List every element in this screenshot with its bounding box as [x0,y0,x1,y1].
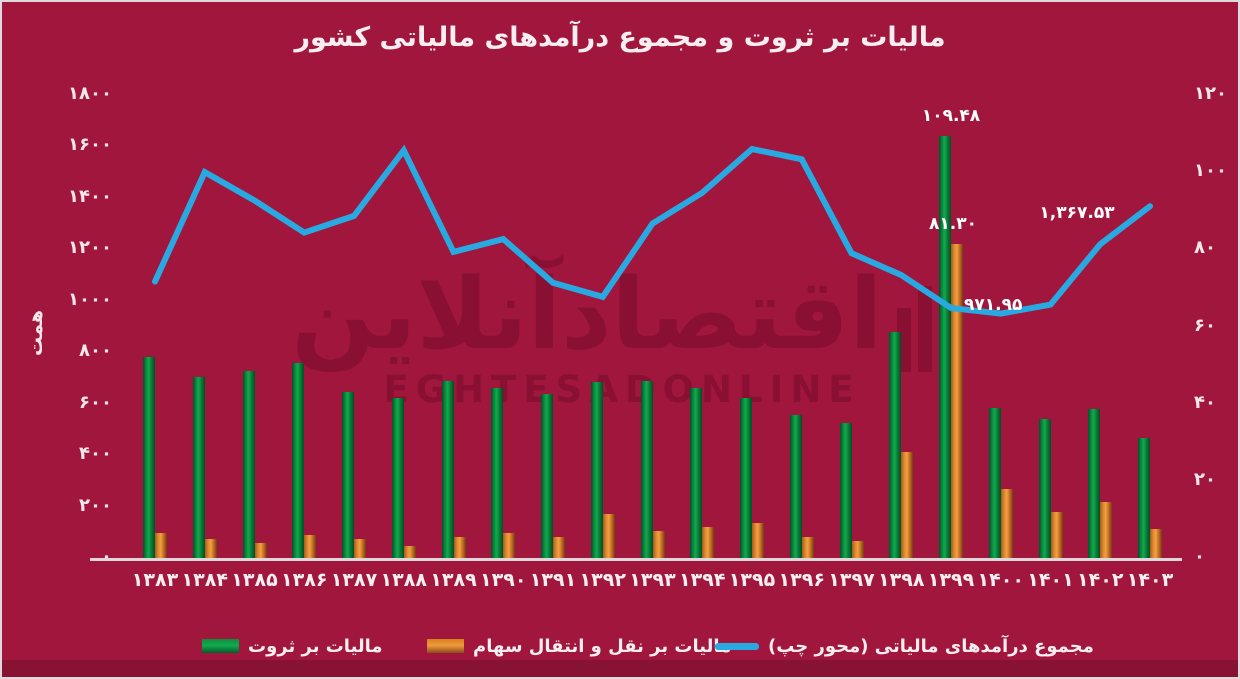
legend-item-stock-transfer-tax: مالیات بر نقل و انتقال سهام [427,635,732,657]
x-label-1391: ۱۳۹۱ [529,569,577,591]
right-tick-80: ۸۰ [1194,237,1216,259]
bar-stock-transfer-tax-1395 [752,523,764,558]
bar-stock-transfer-tax-1397 [851,540,864,558]
bar-stock-transfer-tax-1383 [155,532,167,558]
bar-stock-transfer-tax-1398 [901,451,914,558]
bar-wealth-tax-1399 [939,135,951,558]
bar-stock-transfer-tax-1402 [1100,502,1113,558]
bar-stock-transfer-tax-1386 [304,534,317,558]
bar-stock-transfer-tax-1400 [1000,488,1013,558]
x-label-1400: ۱۴۰۰ [977,569,1024,591]
bar-wealth-tax-1403 [1138,438,1150,558]
left-tick-600: ۶۰۰ [79,391,112,413]
bar-wealth-tax-1388 [391,397,404,558]
bar-wealth-tax-1397 [839,422,852,558]
legend-label-total-tax-revenues: مجموع درآمدهای مالیاتی (محور چپ) [768,635,1094,657]
left-tick-1600: ۱۶۰۰ [68,134,112,156]
left-tick-0: ۰ [101,546,112,567]
x-label-1390: ۱۳۹۰ [480,569,527,591]
x-label-1384: ۱۳۸۴ [181,569,228,591]
left-tick-1800: ۱۸۰۰ [68,83,112,104]
bar-wealth-tax-1393 [640,380,653,558]
right-tick-120: ۱۲۰ [1194,83,1227,104]
x-label-1385: ۱۳۸۵ [231,569,278,591]
bar-stock-transfer-tax-1385 [254,542,267,558]
bar-stock-transfer-tax-1394 [702,527,715,558]
chart-title: مالیات بر ثروت و مجموع درآمدهای مالیاتی … [294,22,946,53]
bar-wealth-tax-1396 [789,415,802,558]
x-label-1396: ۱۳۹۶ [778,569,825,591]
bar-stock-transfer-tax-1396 [801,536,814,558]
data-label-total-tax-revenues-1403: ۱,۳۶۷.۵۳ [1039,203,1115,224]
bar-stock-transfer-tax-1403 [1150,529,1162,558]
x-label-1386: ۱۳۸۶ [281,569,328,591]
bar-stock-transfer-tax-1401 [1050,511,1063,558]
legend-swatch-stock-transfer-tax [427,639,464,653]
x-label-1387: ۱۳۸۷ [330,569,378,591]
revenue-polyline [152,144,1153,317]
legend-item-total-tax-revenues: مجموع درآمدهای مالیاتی (محور چپ) [715,635,1094,657]
right-tick-0: ۰ [1194,546,1205,567]
bar-wealth-tax-1395 [740,397,752,558]
bar-stock-transfer-tax-1393 [652,530,665,558]
bar-wealth-tax-1401 [1038,419,1051,558]
x-label-1403: ۱۴۰۳ [1126,569,1174,591]
bar-wealth-tax-1385 [242,370,255,558]
data-label-total-tax-revenues-1399: ۹۷۱.۹۵ [964,294,1023,315]
bar-stock-transfer-tax-1390 [503,532,516,558]
x-label-1389: ۱۳۸۹ [430,569,477,591]
bar-wealth-tax-1394 [690,388,703,558]
x-label-1383: ۱۳۸۳ [131,569,179,591]
bar-wealth-tax-1391 [541,394,553,558]
bar-wealth-tax-1389 [441,380,454,558]
bar-stock-transfer-tax-1387 [354,538,366,558]
bar-wealth-tax-1386 [292,363,305,558]
right-tick-40: ۴۰ [1194,391,1216,413]
left-tick-1400: ۱۴۰۰ [68,185,112,207]
legend-item-wealth-tax: مالیات بر ثروت [202,635,383,657]
bar-stock-transfer-tax-1399 [951,244,963,558]
x-label-1399: ۱۳۹۹ [927,569,975,591]
legend-label-wealth-tax: مالیات بر ثروت [248,635,383,657]
x-label-1398: ۱۳۹۸ [878,569,925,591]
legend-label-stock-transfer-tax: مالیات بر نقل و انتقال سهام [473,635,732,657]
footer-strip [2,660,1238,677]
bar-wealth-tax-1390 [491,388,504,558]
bar-wealth-tax-1387 [342,392,354,558]
data-label-stock-transfer-tax-1399: ۸۱.۳۰ [929,214,977,235]
bar-wealth-tax-1398 [889,332,902,558]
left-tick-1200: ۱۲۰۰ [68,237,112,259]
x-label-1394: ۱۳۹۴ [679,569,726,591]
left-tick-200: ۲۰۰ [79,494,112,516]
x-label-1397: ۱۳۹۷ [828,569,875,591]
legend-swatch-total-tax-revenues [715,642,759,650]
x-axis-line [90,558,1182,561]
data-label-wealth-tax-1399: ۱۰۹.۴۸ [921,105,981,126]
bar-stock-transfer-tax-1384 [204,538,217,558]
bar-stock-transfer-tax-1391 [553,536,565,558]
x-label-1388: ۱۳۸۸ [380,569,427,591]
x-label-1401: ۱۴۰۱ [1027,569,1074,591]
left-tick-1000: ۱۰۰۰ [68,288,112,310]
x-label-1395: ۱۳۹۵ [728,569,776,591]
right-tick-60: ۶۰ [1194,314,1216,336]
left-tick-800: ۸۰۰ [79,340,112,362]
bar-stock-transfer-tax-1392 [602,513,615,558]
right-tick-20: ۲۰ [1194,468,1216,490]
bar-stock-transfer-tax-1388 [403,546,416,558]
right-tick-100: ۱۰۰ [1194,160,1227,182]
left-tick-400: ۴۰۰ [79,443,112,465]
bar-wealth-tax-1384 [192,376,205,558]
x-label-1393: ۱۳۹۳ [629,569,676,591]
x-label-1402: ۱۴۰۲ [1077,569,1124,591]
bar-wealth-tax-1400 [988,407,1001,558]
legend-swatch-wealth-tax [202,639,239,653]
bar-wealth-tax-1402 [1088,409,1101,558]
bar-stock-transfer-tax-1389 [453,536,466,558]
bar-wealth-tax-1383 [143,357,155,558]
x-label-1392: ۱۳۹۲ [579,569,626,591]
bar-wealth-tax-1392 [590,382,603,558]
